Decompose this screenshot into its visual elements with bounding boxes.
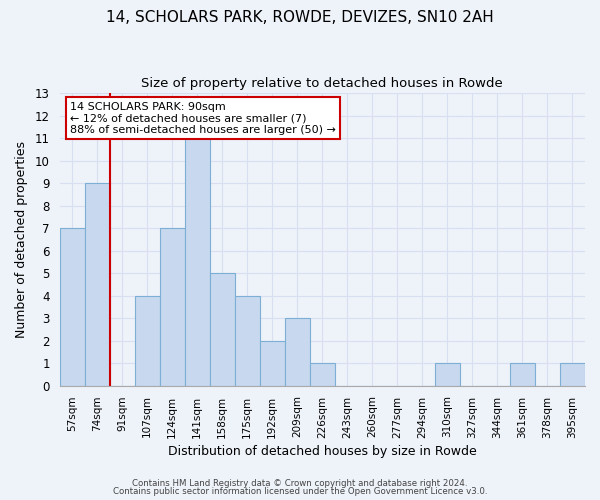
Bar [85,183,110,386]
Bar [235,296,260,386]
Bar [59,228,85,386]
Bar [310,363,335,386]
Bar [160,228,185,386]
Bar [185,138,210,386]
Bar [135,296,160,386]
Bar [260,340,285,386]
Bar [560,363,585,386]
Bar [510,363,535,386]
Text: 14, SCHOLARS PARK, ROWDE, DEVIZES, SN10 2AH: 14, SCHOLARS PARK, ROWDE, DEVIZES, SN10 … [106,10,494,25]
Y-axis label: Number of detached properties: Number of detached properties [15,141,28,338]
Text: Contains public sector information licensed under the Open Government Licence v3: Contains public sector information licen… [113,487,487,496]
Title: Size of property relative to detached houses in Rowde: Size of property relative to detached ho… [142,78,503,90]
Text: 14 SCHOLARS PARK: 90sqm
← 12% of detached houses are smaller (7)
88% of semi-det: 14 SCHOLARS PARK: 90sqm ← 12% of detache… [70,102,336,135]
X-axis label: Distribution of detached houses by size in Rowde: Distribution of detached houses by size … [168,444,477,458]
Text: Contains HM Land Registry data © Crown copyright and database right 2024.: Contains HM Land Registry data © Crown c… [132,478,468,488]
Bar [210,273,235,386]
Bar [285,318,310,386]
Bar [435,363,460,386]
